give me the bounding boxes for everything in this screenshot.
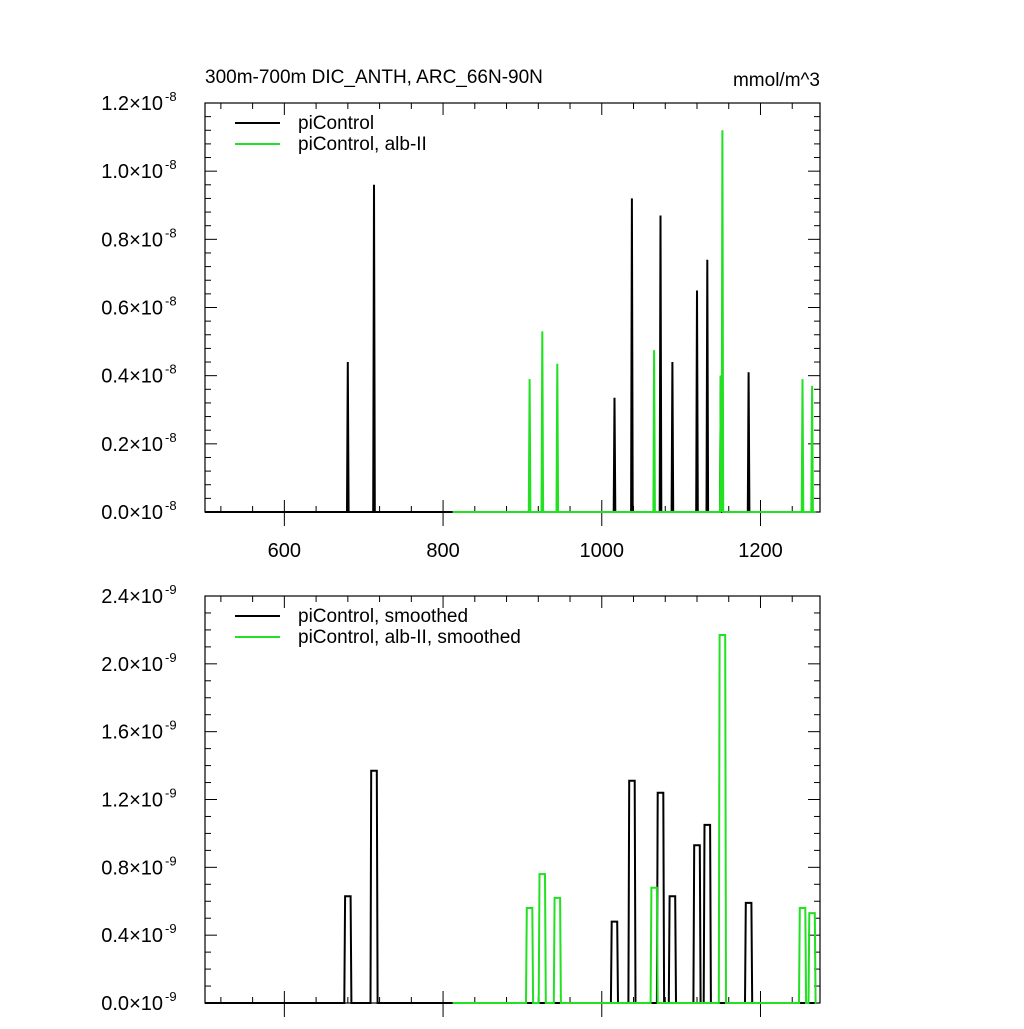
y-tick-label: 0.6×10 bbox=[101, 298, 163, 320]
y-tick-times: ×10 bbox=[129, 229, 163, 251]
y-tick-label: 0.4×10 bbox=[101, 366, 163, 388]
y-tick-label: 0.0×10 bbox=[101, 993, 163, 1015]
y-tick-label: 0.4×10 bbox=[101, 925, 163, 947]
legend-label: piControl, alb-II, smoothed bbox=[298, 627, 521, 648]
x-tick-label: 600 bbox=[268, 540, 301, 562]
y-tick-exponent: -8 bbox=[165, 430, 177, 445]
y-tick-exponent: -9 bbox=[165, 582, 177, 597]
y-tick-label: 2.4×10 bbox=[101, 586, 163, 608]
y-tick-mantissa: 0.4 bbox=[101, 366, 129, 388]
y-tick-mantissa: 0.4 bbox=[101, 925, 129, 947]
y-tick-mantissa: 0.0 bbox=[101, 993, 129, 1015]
legend-label: piControl bbox=[298, 113, 374, 134]
y-tick-times: ×10 bbox=[129, 857, 163, 879]
legend-label: piControl, smoothed bbox=[298, 606, 468, 627]
y-tick-times: ×10 bbox=[129, 366, 163, 388]
y-tick-mantissa: 0.8 bbox=[101, 229, 129, 251]
y-tick-exponent: -9 bbox=[165, 718, 177, 733]
x-tick-label: 1000 bbox=[580, 540, 625, 562]
x-tick-label: 1200 bbox=[738, 540, 783, 562]
y-tick-exponent: -8 bbox=[165, 89, 177, 104]
top-panel: 0.0×10-80.2×10-80.4×10-80.6×10-80.8×10-8… bbox=[101, 67, 820, 562]
y-tick-exponent: -9 bbox=[165, 650, 177, 665]
y-tick-times: ×10 bbox=[129, 790, 163, 812]
y-tick-mantissa: 0.2 bbox=[101, 434, 129, 456]
y-tick-mantissa: 2.4 bbox=[101, 586, 129, 608]
y-tick-mantissa: 2.0 bbox=[101, 654, 129, 676]
y-tick-exponent: -9 bbox=[165, 853, 177, 868]
y-tick-label: 0.8×10 bbox=[101, 857, 163, 879]
y-tick-times: ×10 bbox=[129, 654, 163, 676]
plot-frame bbox=[205, 103, 820, 512]
y-tick-label: 2.0×10 bbox=[101, 654, 163, 676]
y-tick-exponent: -9 bbox=[165, 786, 177, 801]
y-tick-exponent: -8 bbox=[165, 498, 177, 513]
y-tick-exponent: -8 bbox=[165, 362, 177, 377]
series-line-alb-ii bbox=[453, 130, 816, 512]
y-tick-label: 0.2×10 bbox=[101, 434, 163, 456]
plot-frame bbox=[205, 596, 820, 1003]
chart-title: 300m-700m DIC_ANTH, ARC_66N-90N bbox=[205, 67, 543, 88]
y-tick-times: ×10 bbox=[129, 93, 163, 115]
y-tick-times: ×10 bbox=[129, 161, 163, 183]
y-tick-label: 1.2×10 bbox=[101, 93, 163, 115]
y-tick-mantissa: 1.0 bbox=[101, 161, 129, 183]
units-label: mmol/m^3 bbox=[733, 70, 820, 91]
series-line-picontrol bbox=[205, 771, 816, 1003]
y-tick-mantissa: 0.6 bbox=[101, 298, 129, 320]
series-line-picontrol bbox=[205, 185, 816, 512]
y-tick-label: 1.6×10 bbox=[101, 722, 163, 744]
y-tick-times: ×10 bbox=[129, 298, 163, 320]
y-tick-mantissa: 0.8 bbox=[101, 857, 129, 879]
y-tick-exponent: -9 bbox=[165, 989, 177, 1004]
y-tick-times: ×10 bbox=[129, 434, 163, 456]
y-tick-times: ×10 bbox=[129, 502, 163, 524]
y-tick-times: ×10 bbox=[129, 925, 163, 947]
y-tick-times: ×10 bbox=[129, 586, 163, 608]
y-tick-exponent: -8 bbox=[165, 157, 177, 172]
y-tick-mantissa: 1.6 bbox=[101, 722, 129, 744]
y-tick-times: ×10 bbox=[129, 722, 163, 744]
x-tick-label: 800 bbox=[426, 540, 459, 562]
y-tick-mantissa: 1.2 bbox=[101, 790, 129, 812]
bottom-panel: 0.0×10-90.4×10-90.8×10-91.2×10-91.6×10-9… bbox=[101, 582, 820, 1017]
y-tick-mantissa: 1.2 bbox=[101, 93, 129, 115]
y-tick-label: 0.8×10 bbox=[101, 229, 163, 251]
y-tick-label: 0.0×10 bbox=[101, 502, 163, 524]
y-tick-exponent: -8 bbox=[165, 294, 177, 309]
y-tick-exponent: -9 bbox=[165, 921, 177, 936]
y-tick-exponent: -8 bbox=[165, 225, 177, 240]
y-tick-times: ×10 bbox=[129, 993, 163, 1015]
y-tick-label: 1.2×10 bbox=[101, 790, 163, 812]
y-tick-mantissa: 0.0 bbox=[101, 502, 129, 524]
y-tick-label: 1.0×10 bbox=[101, 161, 163, 183]
legend-label: piControl, alb-II bbox=[298, 134, 427, 155]
